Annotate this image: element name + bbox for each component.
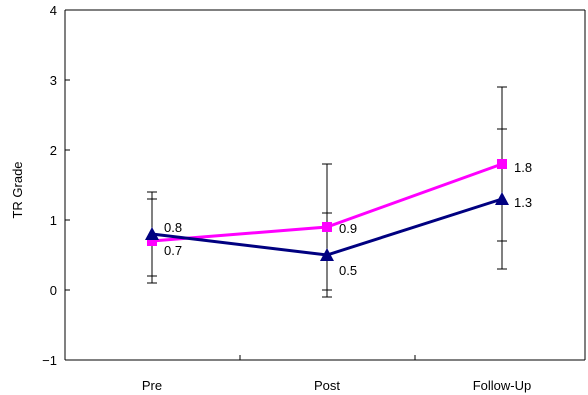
x-tick-label: Follow-Up — [473, 378, 532, 393]
error-bars — [147, 86, 507, 298]
data-labels: 0.7 0.9 1.8 0.8 0.5 1.3 — [164, 160, 532, 278]
data-label: 1.3 — [514, 195, 532, 210]
data-label: 0.7 — [164, 243, 182, 258]
triangle-marker — [145, 227, 159, 240]
y-tick-label: 1 — [50, 213, 57, 228]
x-tick-label: Pre — [142, 378, 162, 393]
y-tick-label: −1 — [42, 353, 57, 368]
square-marker — [322, 222, 332, 232]
data-label: 1.8 — [514, 160, 532, 175]
data-label: 0.5 — [339, 263, 357, 278]
square-marker — [497, 159, 507, 169]
y-tick-label: 0 — [50, 283, 57, 298]
series-markers — [145, 159, 509, 261]
y-axis-title: TR Grade — [10, 161, 25, 218]
axes: −1 0 1 2 3 4 Pre Post Follow-Up — [42, 3, 586, 393]
square-marker — [147, 236, 157, 246]
data-label: 0.9 — [339, 221, 357, 236]
y-tick-label: 3 — [50, 73, 57, 88]
y-tick-label: 4 — [50, 3, 57, 18]
triangle-marker — [320, 248, 334, 261]
x-tick-label: Post — [314, 378, 340, 393]
data-label: 0.8 — [164, 220, 182, 235]
triangle-marker — [495, 192, 509, 205]
y-tick-label: 2 — [50, 143, 57, 158]
